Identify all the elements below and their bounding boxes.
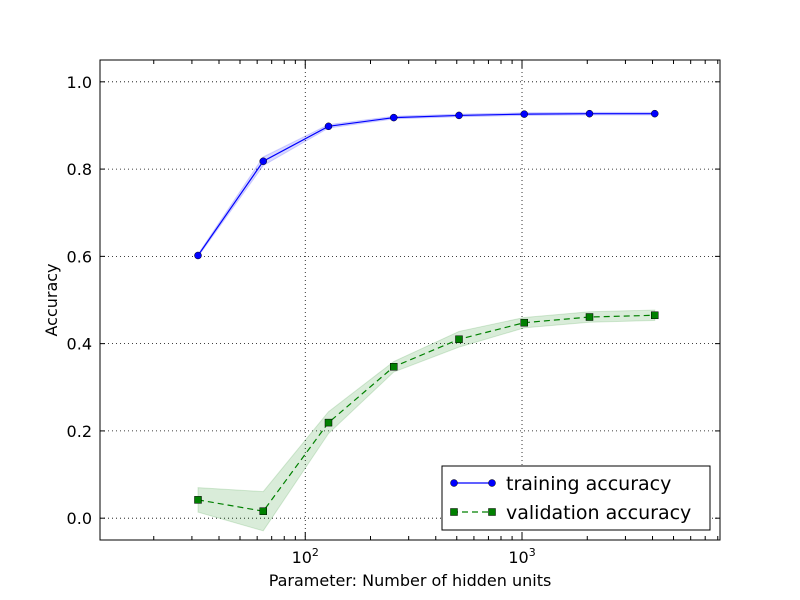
training-accuracy-point bbox=[259, 157, 267, 165]
y-tick-label: 0.8 bbox=[67, 160, 92, 179]
training-accuracy-point bbox=[520, 110, 528, 118]
legend-validation-accuracy-label: validation accuracy bbox=[506, 502, 691, 524]
training-accuracy-point bbox=[455, 111, 463, 120]
training-accuracy-point bbox=[389, 113, 398, 122]
x-tick-label: 102 bbox=[292, 546, 319, 567]
training-accuracy-point bbox=[324, 122, 333, 131]
y-axis-label: Accuracy bbox=[42, 263, 61, 336]
legend: training accuracy validation accuracy bbox=[441, 465, 711, 531]
series-lines bbox=[197, 113, 655, 512]
y-tick-label: 0.0 bbox=[67, 509, 92, 528]
validation-accuracy-point bbox=[520, 318, 528, 327]
validation-accuracy-band bbox=[197, 309, 656, 532]
x-axis-label: Parameter: Number of hidden units bbox=[269, 571, 552, 590]
validation-accuracy-point bbox=[650, 311, 659, 320]
x-tick-label: 103 bbox=[508, 546, 535, 567]
axis-ticks bbox=[100, 60, 720, 540]
validation-accuracy-point bbox=[194, 496, 202, 504]
legend-training-accuracy-marker bbox=[450, 479, 458, 487]
plot-frame bbox=[99, 59, 721, 541]
training-accuracy-point bbox=[585, 109, 594, 118]
training-accuracy-line bbox=[197, 113, 655, 256]
series-markers bbox=[194, 109, 659, 515]
y-tick-label: 0.2 bbox=[67, 422, 92, 441]
legend-box bbox=[441, 465, 711, 531]
training-accuracy-point bbox=[194, 251, 202, 260]
training-accuracy-point bbox=[650, 109, 659, 118]
tick-labels: 0.0 0.2 0.4 0.6 0.8 1.0 102 103 bbox=[67, 73, 536, 567]
validation-accuracy-line bbox=[197, 314, 655, 512]
validation-accuracy-point bbox=[389, 363, 398, 371]
legend-validation-accuracy-marker bbox=[450, 508, 458, 516]
y-tick-label: 1.0 bbox=[67, 73, 92, 92]
y-tick-label: 0.4 bbox=[67, 335, 92, 354]
validation-accuracy-point bbox=[455, 335, 463, 344]
validation-accuracy-point bbox=[324, 418, 333, 427]
legend-training-accuracy-label: training accuracy bbox=[506, 473, 671, 495]
validation-accuracy-point bbox=[585, 313, 594, 321]
legend-validation-accuracy-marker bbox=[488, 508, 496, 516]
y-tick-label: 0.6 bbox=[67, 247, 92, 266]
legend-training-accuracy-marker bbox=[488, 479, 496, 487]
validation-accuracy-point bbox=[259, 507, 267, 515]
